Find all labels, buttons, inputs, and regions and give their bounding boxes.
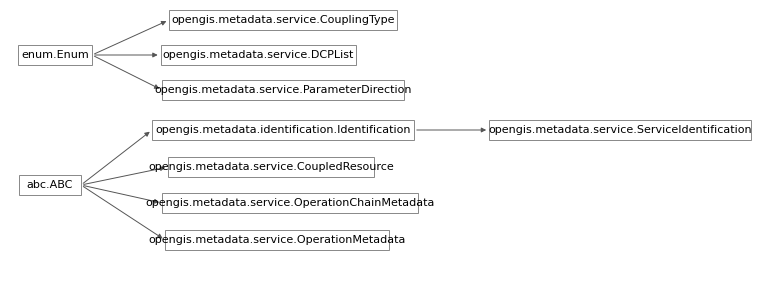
Text: opengis.metadata.service.OperationChainMetadata: opengis.metadata.service.OperationChainM… <box>145 198 435 208</box>
Bar <box>19 175 81 195</box>
Text: enum.Enum: enum.Enum <box>22 50 89 60</box>
Text: opengis.metadata.service.OperationMetadata: opengis.metadata.service.OperationMetada… <box>148 235 406 245</box>
Text: opengis.metadata.identification.Identification: opengis.metadata.identification.Identifi… <box>155 125 411 135</box>
Bar <box>165 230 389 250</box>
Text: opengis.metadata.service.ParameterDirection: opengis.metadata.service.ParameterDirect… <box>154 85 412 95</box>
Text: opengis.metadata.service.CoupledResource: opengis.metadata.service.CoupledResource <box>148 162 394 172</box>
Text: abc.ABC: abc.ABC <box>27 180 73 190</box>
Bar <box>169 10 397 30</box>
Text: opengis.metadata.service.DCPList: opengis.metadata.service.DCPList <box>162 50 354 60</box>
Bar <box>18 45 92 65</box>
Bar <box>162 80 404 100</box>
Bar <box>161 45 356 65</box>
Bar <box>152 120 414 140</box>
Text: opengis.metadata.service.CouplingType: opengis.metadata.service.CouplingType <box>171 15 395 25</box>
Bar <box>162 193 418 213</box>
Bar <box>168 157 374 177</box>
Text: opengis.metadata.service.ServiceIdentification: opengis.metadata.service.ServiceIdentifi… <box>488 125 752 135</box>
Bar <box>489 120 751 140</box>
